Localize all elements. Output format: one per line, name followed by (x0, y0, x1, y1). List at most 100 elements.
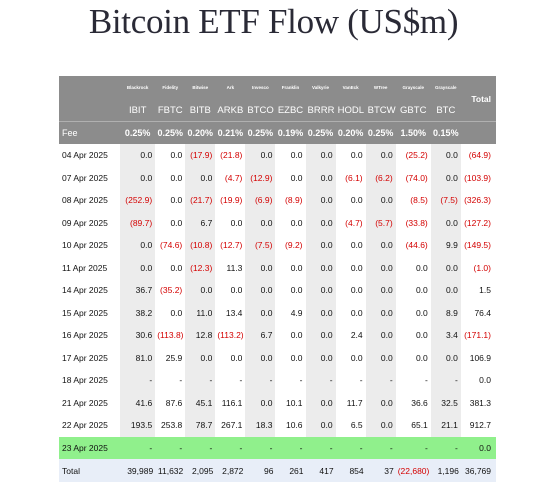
flow-cell: 0.0 (230, 352, 243, 363)
row-total: 76.4 (474, 307, 491, 318)
total-column-header: Total (460, 76, 496, 122)
fee-value: 0.25% (155, 121, 186, 144)
flow-cell: 0.0 (350, 262, 363, 273)
row-total: (127.2) (464, 217, 491, 228)
row-total: (171.1) (464, 330, 491, 341)
ticker-label: EZBC (275, 99, 306, 122)
grand-total-cell: 36,769 (460, 459, 496, 482)
flow-cell: 0.0 (245, 301, 276, 324)
flow-cell: - (305, 436, 336, 459)
fee-value: 0.20% (185, 121, 216, 144)
flow-cell: 0.0 (120, 256, 156, 279)
fee-value: 0.19% (275, 121, 306, 144)
flow-cell: 0.0 (415, 307, 428, 318)
flow-cell: - (424, 375, 428, 386)
flow-cell: - (305, 369, 336, 392)
row-date: 14 Apr 2025 (62, 285, 108, 296)
row-total: (326.3) (464, 195, 491, 206)
total-cell: 2,872 (215, 459, 246, 482)
flow-cell: 36.6 (411, 397, 428, 408)
flow-cell: 0.0 (290, 352, 303, 363)
etf-flow-table: Blackrock Fidelity Bitwise Ark Invesco F… (59, 76, 496, 482)
table-row: 04 Apr 2025 0.0 0.0 (17.9) (21.8) 0.0 0.0 0.0 0.… (59, 144, 496, 167)
flow-cell: (4.7) (224, 172, 243, 183)
flow-cell: 0.0 (305, 414, 336, 437)
flow-cell: 0.0 (290, 262, 303, 273)
flow-cell: 0.0 (365, 324, 396, 347)
total-cell: 854 (335, 459, 366, 482)
flow-cell: (19.9) (220, 195, 243, 206)
flow-cell: 0.0 (230, 217, 243, 228)
row-total: 106.9 (469, 352, 491, 363)
row-total: 0.0 (479, 375, 491, 386)
flow-cell: (89.7) (120, 211, 156, 234)
flow-cell: 0.0 (170, 262, 183, 273)
flow-cell: (7.5) (245, 234, 276, 257)
flow-cell: (6.9) (245, 189, 276, 212)
table-row: 14 Apr 2025 36.7 (35.2) 0.0 0.0 0.0 0.0 0.0 0.0 0… (59, 279, 496, 302)
flow-cell: 0.0 (290, 217, 303, 228)
flow-cell: (10.8) (185, 234, 216, 257)
ticker-label: BTCO (245, 99, 276, 122)
issuer-label: Grayscale (430, 76, 461, 99)
ticker-label: ARKB (215, 99, 246, 122)
flow-cell: 0.0 (415, 352, 428, 363)
flow-cell: 0.0 (170, 150, 183, 161)
flow-cell: 41.6 (120, 391, 156, 414)
flow-cell: 0.0 (430, 279, 461, 302)
issuer-label: Ark (215, 76, 246, 99)
flow-cell: 0.0 (415, 285, 428, 296)
flow-cell: (6.1) (345, 172, 363, 183)
table-row: 08 Apr 2025 (252.9) 0.0 (21.7) (19.9) (6.9) (8… (59, 189, 496, 212)
issuer-label: WTree (365, 76, 396, 99)
table-row: 09 Apr 2025 (89.7) 0.0 6.7 0.0 0.0 0.0 0.0 (4.7)… (59, 211, 496, 234)
flow-cell: (25.2) (405, 150, 428, 161)
flow-cell: 6.7 (245, 324, 276, 347)
ticker-label: BRRR (305, 99, 336, 122)
flow-cell: 0.0 (185, 346, 216, 369)
flow-cell: 13.4 (225, 307, 243, 318)
row-date: 18 Apr 2025 (62, 375, 108, 386)
flow-cell: - (239, 375, 243, 386)
fee-total-blank (460, 121, 496, 144)
flow-cell: 11.3 (226, 262, 243, 273)
row-date: 21 Apr 2025 (62, 397, 108, 408)
flow-cell: - (215, 436, 246, 459)
flow-cell: 0.0 (305, 211, 336, 234)
row-date: 17 Apr 2025 (62, 352, 108, 363)
flow-cell: 2.4 (350, 330, 363, 341)
flow-cell: - (430, 369, 461, 392)
flow-cell: - (120, 436, 156, 459)
row-total: (149.5) (464, 240, 491, 251)
flow-cell: 0.0 (365, 414, 396, 437)
total-cell: 11,632 (155, 459, 186, 482)
flow-cell: 0.0 (365, 234, 396, 257)
flow-cell: 45.1 (185, 391, 216, 414)
flow-cell: 0.0 (290, 150, 303, 161)
flow-cell: - (299, 375, 303, 386)
issuer-label: VanEck (335, 76, 366, 99)
flow-cell: (5.7) (365, 211, 396, 234)
flow-cell: 267.1 (221, 420, 243, 431)
flow-cell: (9.2) (285, 240, 303, 251)
row-date: 07 Apr 2025 (62, 172, 108, 183)
ticker-header-row: IBIT FBTC BITB ARKB BTCO EZBC BRRR HODL … (59, 99, 496, 122)
flow-cell: (35.2) (160, 285, 183, 296)
row-date: 09 Apr 2025 (62, 217, 108, 228)
flow-cell: - (275, 436, 306, 459)
issuer-label: Blackrock (120, 76, 156, 99)
total-cell: 1,196 (430, 459, 461, 482)
flow-cell: 78.7 (185, 414, 216, 437)
row-total: 1.5 (479, 285, 491, 296)
flow-cell: 38.2 (120, 301, 156, 324)
flow-cell: 0.0 (430, 346, 461, 369)
table-row: 23 Apr 2025- - - - - - - - - - -0.0 (59, 436, 496, 459)
flow-cell: 0.0 (365, 391, 396, 414)
flow-cell: (12.7) (220, 240, 243, 251)
flow-cell: 10.6 (285, 420, 303, 431)
fee-value: 0.25% (305, 121, 336, 144)
fee-value: 0.21% (215, 121, 246, 144)
corner-cell (59, 76, 121, 99)
flow-cell: 25.9 (165, 352, 183, 363)
row-date: 08 Apr 2025 (62, 195, 108, 206)
